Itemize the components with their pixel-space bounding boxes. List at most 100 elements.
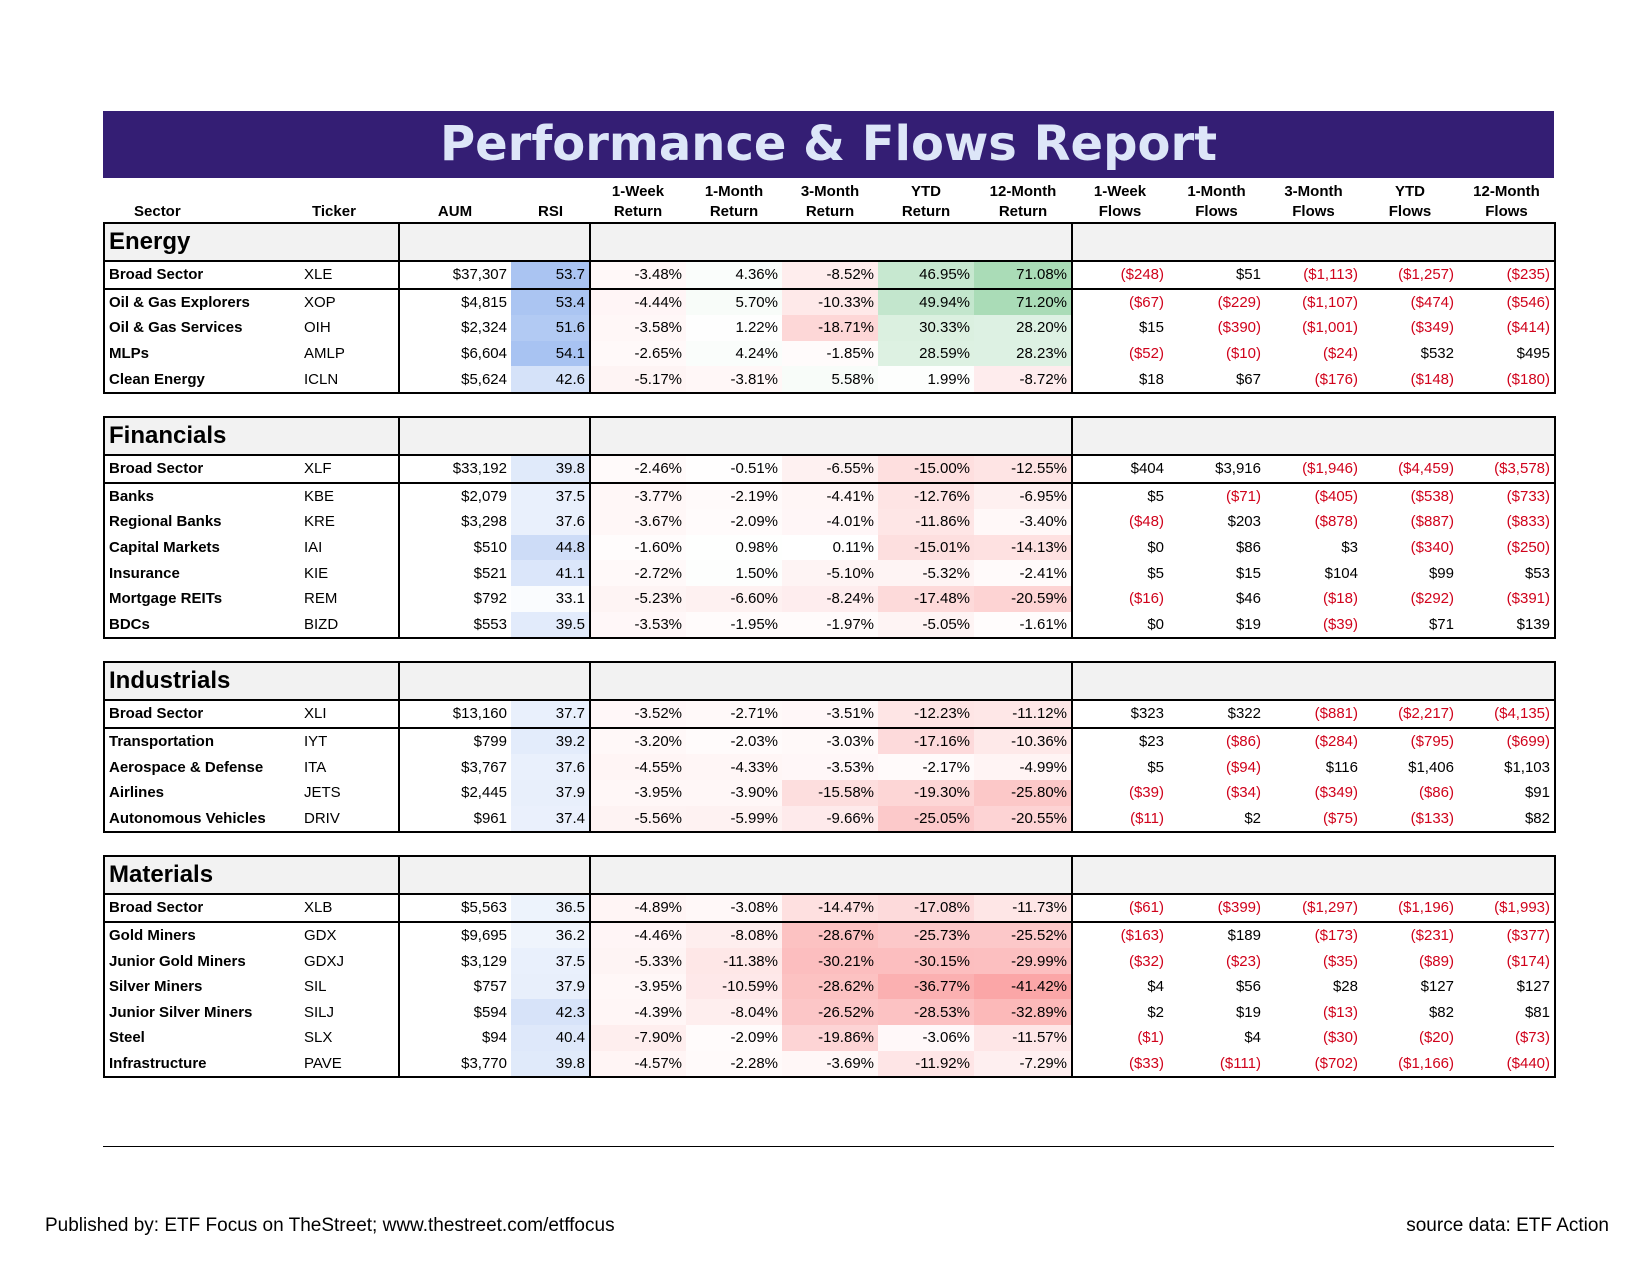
header-3m-flows: 3-Month Flows [1284, 183, 1343, 220]
cell-3m-return: -3.69% [782, 1050, 878, 1079]
cell-1m-flows: ($390) [1217, 319, 1261, 337]
cell-ytd-return: -5.32% [878, 560, 974, 586]
cell-1w-return: -7.90% [590, 1025, 686, 1051]
cell-rsi: 39.8 [511, 454, 591, 484]
cell-1m-flows: $19 [1168, 611, 1265, 640]
cell-sector: Oil & Gas Services [103, 315, 300, 341]
cell-1m-return: -11.38% [686, 948, 782, 974]
cell-1m-flows: $322 [1168, 700, 1265, 729]
cell-1m-return: -1.95% [686, 611, 782, 640]
cell-12m-flows: ($174) [1458, 948, 1556, 974]
cell-aum: $3,770 [399, 1050, 511, 1079]
cell-1w-flows: ($248) [1072, 261, 1168, 290]
cell-12m-return: -10.36% [974, 727, 1073, 755]
cell-12m-return: -8.72% [974, 366, 1073, 394]
table-row: Infrastructure PAVE $3,770 39.8 -4.57% -2.28%… [103, 1050, 1556, 1079]
cell-sector: MLPs [103, 340, 300, 367]
cell-ytd-return: -12.23% [878, 700, 974, 729]
cell-rsi: 42.6 [511, 366, 591, 394]
cell-1w-flows: ($33) [1072, 1050, 1168, 1079]
cell-sector: Aerospace & Defense [103, 754, 300, 780]
cell-3m-return: -19.86% [782, 1025, 878, 1051]
header-1w-flows: 1-Week Flows [1093, 183, 1147, 220]
cell-ytd-flows: ($349) [1410, 319, 1454, 337]
cell-rsi: 37.9 [511, 973, 591, 1000]
cell-3m-flows: ($405) [1314, 487, 1358, 505]
group-cell [1072, 855, 1556, 896]
cell-ytd-flows: ($148) [1362, 366, 1458, 394]
cell-aum: $792 [473, 590, 507, 608]
cell-ytd-return: -25.05% [878, 805, 974, 834]
cell-12m-return: 71.08% [974, 261, 1073, 290]
header-3m-return: 3-Month Return [800, 183, 860, 220]
cell-1w-return: -3.95% [590, 779, 686, 806]
table-row: Broad Sector XLE $37,307 53.7 -3.48% 4.36% -8.… [103, 261, 1556, 290]
cell-ytd-flows: ($795) [1410, 733, 1454, 751]
cell-rsi: 39.8 [511, 1050, 591, 1079]
cell-ytd-flows: ($538) [1410, 487, 1454, 505]
cell-aum: $9,695 [461, 926, 507, 944]
cell-1m-return: -2.19% [686, 482, 782, 510]
cell-sector: Transportation [103, 727, 300, 755]
cell-12m-return: -12.55% [974, 454, 1073, 484]
cell-1m-flows: $19 [1235, 1003, 1261, 1021]
cell-3m-return: -3.51% [782, 700, 878, 729]
cell-1w-flows: $5 [1147, 487, 1164, 505]
cell-3m-flows: ($39) [1265, 611, 1362, 640]
cell-3m-flows: ($35) [1322, 952, 1358, 970]
cell-12m-return: -20.55% [974, 805, 1073, 834]
cell-12m-return: -25.52% [974, 921, 1073, 949]
cell-ytd-flows: ($20) [1418, 1029, 1454, 1047]
cell-ytd-return: -17.16% [878, 727, 974, 755]
cell-1m-return: -0.51% [686, 454, 782, 484]
table-row: Clean Energy ICLN $5,624 42.6 -5.17% -3.81% 5.… [103, 366, 1556, 394]
cell-ytd-flows: ($86) [1418, 784, 1454, 802]
cell-12m-flows: $82 [1458, 805, 1556, 834]
group-spacer [104, 832, 1555, 856]
cell-12m-flows: ($3,578) [1458, 454, 1556, 484]
cell-3m-flows: ($176) [1265, 366, 1362, 394]
cell-12m-flows: ($180) [1458, 366, 1556, 394]
cell-3m-flows: $104 [1324, 564, 1358, 582]
cell-ticker: IAI [300, 534, 400, 561]
table-row: Mortgage REITs REM $792 33.1 -5.23% -6.60% -8.… [103, 585, 1556, 612]
cell-ytd-flows: ($292) [1410, 590, 1454, 608]
cell-ytd-flows: $82 [1428, 1003, 1454, 1021]
cell-3m-return: -14.47% [782, 894, 878, 923]
cell-3m-flows: ($1,113) [1265, 261, 1362, 290]
cell-1m-flows: $67 [1168, 366, 1265, 394]
cell-1m-flows: $86 [1235, 539, 1261, 557]
cell-12m-flows: ($235) [1458, 261, 1556, 290]
cell-3m-return: -3.03% [782, 727, 878, 755]
cell-12m-flows: $495 [1458, 340, 1556, 367]
cell-3m-flows: $116 [1325, 758, 1358, 776]
cell-1m-flows: ($111) [1168, 1050, 1265, 1079]
cell-1w-return: -3.52% [590, 700, 686, 729]
table-row: BDCs BIZD $553 39.5 -3.53% -1.95% -1.97% -5.05%… [103, 611, 1556, 640]
cell-ytd-flows: $1,406 [1408, 758, 1454, 776]
cell-3m-flows: ($24) [1322, 345, 1358, 363]
cell-ytd-return: -17.08% [878, 894, 974, 923]
cell-1m-return: -2.71% [686, 700, 782, 729]
cell-aum: $94 [481, 1029, 507, 1047]
cell-1w-return: -5.23% [590, 585, 686, 612]
cell-3m-flows: $3 [1341, 539, 1358, 557]
cell-ticker: SLX [300, 1025, 400, 1051]
cell-1m-return: -10.59% [686, 973, 782, 1000]
cell-1w-flows: ($163) [1120, 926, 1164, 944]
group-cell [399, 661, 591, 702]
cell-1m-return: -2.28% [686, 1050, 782, 1079]
table-row: Broad Sector XLF $33,192 39.8 -2.46% -0.51% -6… [103, 454, 1556, 484]
cell-aum: $2,445 [461, 784, 507, 802]
cell-ytd-return: -11.92% [878, 1050, 974, 1079]
group-cell [399, 222, 591, 262]
cell-ticker: XOP [300, 288, 400, 316]
cell-1m-flows: ($23) [1225, 952, 1261, 970]
cell-ticker: GDXJ [300, 948, 400, 974]
cell-ticker: KRE [300, 509, 400, 535]
cell-12m-return: -11.73% [974, 894, 1073, 923]
table-row: Autonomous Vehicles DRIV $961 37.4 -5.56% -5.… [103, 805, 1556, 834]
cell-1w-return: -4.89% [590, 894, 686, 923]
group-cell [1072, 415, 1556, 456]
table-row: Broad Sector XLB $5,563 36.5 -4.89% -3.08% -14… [103, 894, 1556, 923]
